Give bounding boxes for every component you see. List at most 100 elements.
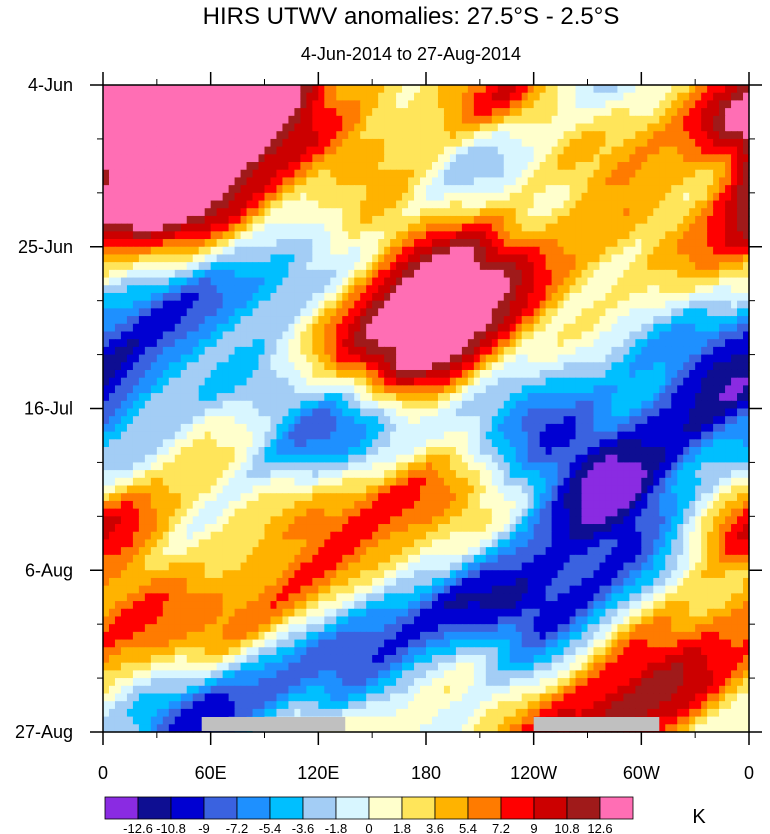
field-cell [114, 154, 122, 163]
field-cell [306, 393, 313, 402]
field-cell [288, 231, 296, 240]
field-cell [228, 285, 236, 294]
field-cell [222, 331, 230, 340]
field-cell [114, 346, 122, 356]
field-cell [563, 131, 571, 140]
field-cell [497, 123, 505, 132]
field-cell [132, 354, 140, 363]
field-cell [426, 323, 433, 333]
field-cell [366, 377, 373, 386]
field-cell [174, 254, 182, 263]
field-cell [569, 292, 577, 302]
field-cell [306, 339, 313, 348]
field-cell [449, 162, 457, 171]
field-cell [653, 285, 660, 294]
field-cell [695, 316, 702, 325]
field-cell [557, 92, 565, 101]
field-cell [246, 431, 254, 440]
field-cell [348, 308, 355, 317]
field-cell [246, 92, 254, 101]
field-cell [324, 269, 331, 279]
field-cell [431, 431, 439, 440]
field-cell [426, 385, 433, 394]
field-cell [132, 416, 140, 425]
field-cell [599, 308, 607, 317]
field-cell [396, 85, 403, 94]
field-cell [282, 393, 290, 402]
field-cell [437, 239, 445, 248]
field-cell [360, 131, 367, 140]
field-cell [497, 369, 505, 379]
field-cell [491, 177, 499, 186]
field-cell [168, 231, 176, 240]
field-cell [557, 246, 565, 256]
field-cell [198, 239, 206, 248]
field-cell [264, 262, 272, 271]
field-cell [324, 354, 331, 363]
field-cell [635, 292, 642, 302]
field-cell [575, 162, 583, 171]
field-cell [342, 154, 349, 163]
field-cell [186, 192, 194, 202]
field-cell [437, 385, 445, 394]
field-cell [126, 162, 134, 171]
field-cell [491, 408, 499, 417]
field-cell [300, 108, 307, 117]
field-cell [162, 439, 170, 448]
field-cell [605, 154, 613, 163]
field-cell [515, 231, 523, 240]
field-cell [485, 223, 493, 232]
field-cell [234, 416, 242, 425]
field-cell [366, 162, 373, 171]
field-cell [150, 316, 158, 325]
field-cell [276, 123, 284, 132]
field-cell [449, 246, 457, 256]
field-cell [653, 431, 660, 440]
field-cell [509, 423, 517, 433]
field-cell [264, 393, 272, 402]
field-cell [198, 246, 206, 256]
field-cell [713, 85, 720, 94]
field-cell [378, 131, 385, 140]
field-cell [515, 208, 523, 217]
field-cell [414, 146, 421, 155]
field-cell [348, 277, 355, 286]
field-cell [210, 316, 218, 325]
field-cell [360, 269, 367, 279]
field-cell [563, 331, 571, 340]
field-cell [150, 200, 158, 209]
field-cell [132, 192, 140, 202]
field-cell [737, 85, 744, 94]
field-cell [276, 154, 284, 163]
field-cell [240, 439, 248, 448]
field-cell [599, 354, 607, 363]
field-cell [378, 423, 385, 433]
field-cell [701, 369, 708, 379]
field-cell [677, 408, 684, 417]
field-cell [707, 277, 714, 286]
field-cell [402, 200, 409, 209]
field-cell [288, 200, 296, 209]
field-cell [533, 292, 541, 302]
field-cell [515, 400, 523, 410]
field-cell [234, 354, 242, 363]
field-cell [689, 108, 696, 117]
field-cell [144, 323, 152, 333]
field-cell [228, 377, 236, 386]
field-cell [683, 300, 690, 309]
field-cell [605, 208, 613, 217]
field-cell [324, 362, 331, 371]
field-cell [354, 292, 361, 302]
field-cell [515, 423, 523, 433]
field-cell [473, 408, 481, 417]
field-cell [324, 146, 331, 155]
field-cell [192, 246, 200, 256]
field-cell [318, 377, 325, 386]
field-cell [431, 377, 439, 386]
field-cell [132, 285, 140, 294]
field-cell [186, 108, 194, 117]
field-cell [611, 423, 619, 433]
field-cell [390, 169, 397, 179]
field-cell [378, 138, 385, 148]
field-cell [437, 200, 445, 209]
